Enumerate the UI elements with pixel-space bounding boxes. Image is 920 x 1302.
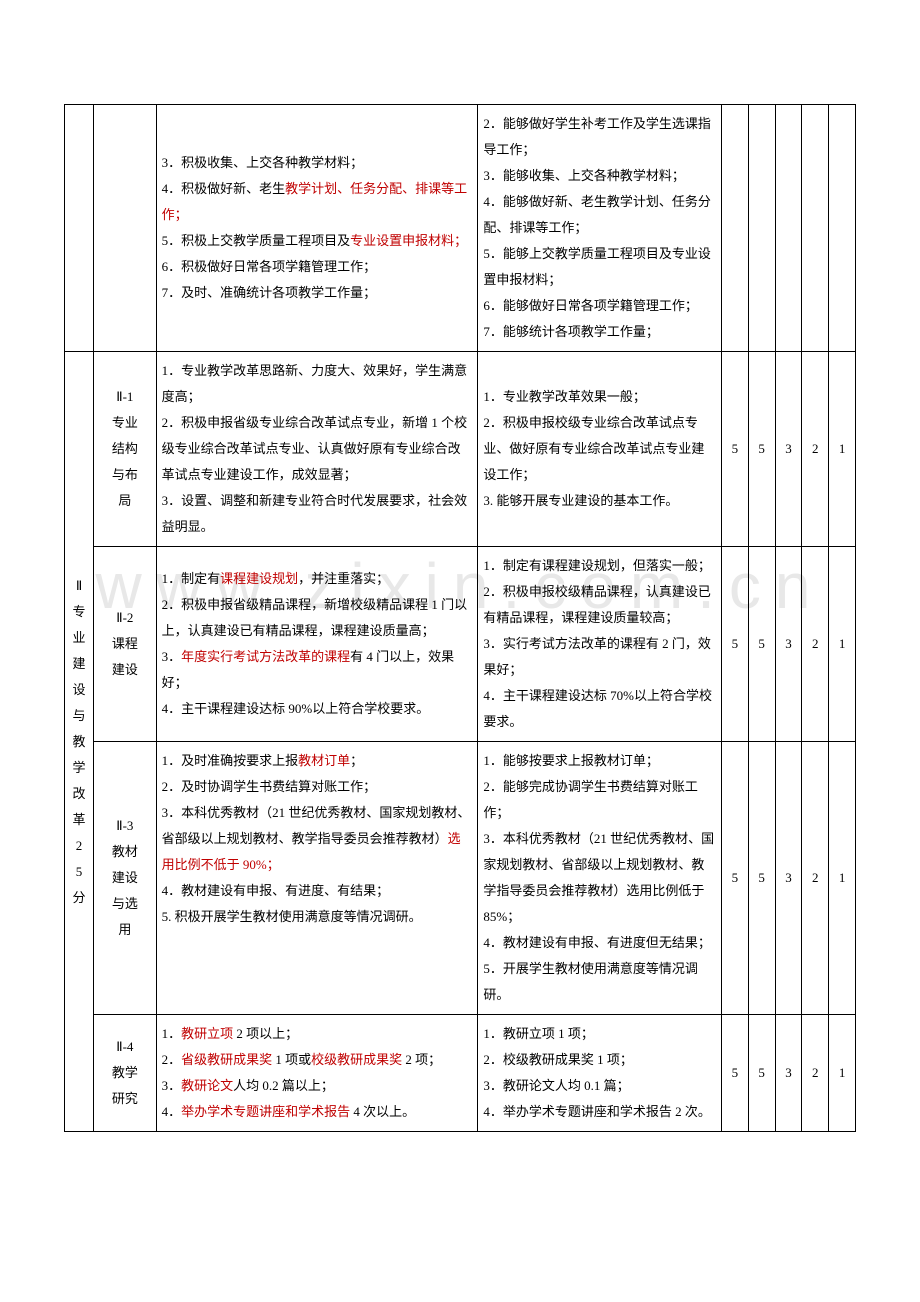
- cell-criteria-b: 1．能够按要求上报教材订单；2．能够完成协调学生书费结算对账工作；3．本科优秀教…: [478, 742, 722, 1015]
- cell-score: 1: [829, 742, 856, 1015]
- cell-score: 1: [829, 547, 856, 742]
- cell-score: 5: [721, 742, 748, 1015]
- cell-score: 5: [721, 547, 748, 742]
- cell-criteria-b: 1．教研立项 1 项；2．校级教研成果奖 1 项；3．教研论文人均 0.1 篇；…: [478, 1015, 722, 1132]
- cell-sub: Ⅱ-2课程建设: [94, 547, 157, 742]
- table-row: Ⅱ-3教材建设与选用 1．及时准确按要求上报教材订单；2．及时协调学生书费结算对…: [65, 742, 856, 1015]
- cell-score: 5: [721, 1015, 748, 1132]
- cell-score: 2: [802, 352, 829, 547]
- cell-score: [829, 105, 856, 352]
- cell-criteria-a: 1．制定有课程建设规划，并注重落实；2．积极申报省级精品课程，新增校级精品课程 …: [156, 547, 478, 742]
- cell-sub: Ⅱ-4教学研究: [94, 1015, 157, 1132]
- table-row: 3．积极收集、上交各种教学材料；4．积极做好新、老生教学计划、任务分配、排课等工…: [65, 105, 856, 352]
- cell-sub-cont: [94, 105, 157, 352]
- cell-criteria-b: 1．制定有课程建设规划，但落实一般；2．积极申报校级精品课程，认真建设已有精品课…: [478, 547, 722, 742]
- cell-score: [775, 105, 802, 352]
- cell-score: 1: [829, 1015, 856, 1132]
- cell-category: Ⅱ专业建设与教学改革25分: [65, 352, 94, 1132]
- cell-score: 3: [775, 352, 802, 547]
- cell-criteria-b: 1．专业教学改革效果一般；2．积极申报校级专业综合改革试点专业、做好原有专业综合…: [478, 352, 722, 547]
- cell-score: 5: [721, 352, 748, 547]
- cell-score: 3: [775, 1015, 802, 1132]
- cell-score: [802, 105, 829, 352]
- cell-score: 5: [748, 742, 775, 1015]
- cell-score: 5: [748, 352, 775, 547]
- cell-category-cont: [65, 105, 94, 352]
- evaluation-table: 3．积极收集、上交各种教学材料；4．积极做好新、老生教学计划、任务分配、排课等工…: [64, 104, 856, 1132]
- cell-score: 3: [775, 547, 802, 742]
- cell-score: 5: [748, 547, 775, 742]
- cell-score: 3: [775, 742, 802, 1015]
- cell-score: [721, 105, 748, 352]
- table-row: Ⅱ-2课程建设 1．制定有课程建设规划，并注重落实；2．积极申报省级精品课程，新…: [65, 547, 856, 742]
- cell-score: 1: [829, 352, 856, 547]
- cell-score: 5: [748, 1015, 775, 1132]
- cell-sub: Ⅱ-3教材建设与选用: [94, 742, 157, 1015]
- cell-score: 2: [802, 547, 829, 742]
- cell-score: [748, 105, 775, 352]
- page: www.zixin.com.cn 3．积极收集、上交各种教学材料；4．积极做好新…: [0, 0, 920, 1172]
- table-row: Ⅱ-4教学研究 1．教研立项 2 项以上；2．省级教研成果奖 1 项或校级教研成…: [65, 1015, 856, 1132]
- cell-score: 2: [802, 1015, 829, 1132]
- cell-criteria-a: 3．积极收集、上交各种教学材料；4．积极做好新、老生教学计划、任务分配、排课等工…: [156, 105, 478, 352]
- cell-criteria-a: 1．及时准确按要求上报教材订单；2．及时协调学生书费结算对账工作；3．本科优秀教…: [156, 742, 478, 1015]
- cell-criteria-b: 2．能够做好学生补考工作及学生选课指导工作；3．能够收集、上交各种教学材料；4．…: [478, 105, 722, 352]
- cell-score: 2: [802, 742, 829, 1015]
- cell-criteria-a: 1．教研立项 2 项以上；2．省级教研成果奖 1 项或校级教研成果奖 2 项；3…: [156, 1015, 478, 1132]
- category-label: Ⅱ专业建设与教学改革25分: [70, 573, 88, 911]
- cell-sub: Ⅱ-1专业结构与布局: [94, 352, 157, 547]
- cell-criteria-a: 1．专业教学改革思路新、力度大、效果好，学生满意度高；2．积极申报省级专业综合改…: [156, 352, 478, 547]
- table-row: Ⅱ专业建设与教学改革25分 Ⅱ-1专业结构与布局 1．专业教学改革思路新、力度大…: [65, 352, 856, 547]
